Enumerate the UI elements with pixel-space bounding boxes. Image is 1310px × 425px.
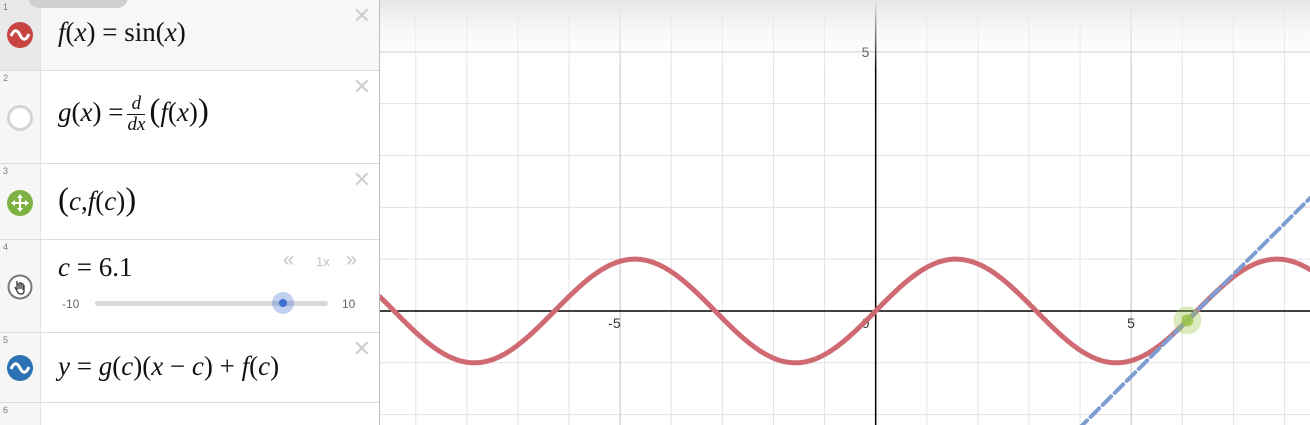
expression-gutter xyxy=(0,403,41,425)
delete-expression-icon[interactable]: ✕ xyxy=(352,337,371,362)
expression-latex[interactable]: f(x) = sin(x) xyxy=(58,17,186,47)
expression-latex[interactable]: y = g(c)(x − c) + f(c) xyxy=(58,351,280,381)
expression-row-5[interactable]: 5 y = g(c)(x − c) + f(c) ✕ xyxy=(0,333,379,403)
slider-track[interactable] xyxy=(95,301,328,306)
expression-number: 5 xyxy=(3,335,9,345)
hand-cursor-icon[interactable] xyxy=(6,273,34,301)
expression-latex[interactable]: (c,f(c)) xyxy=(58,182,137,218)
hidden-circle-icon[interactable] xyxy=(6,104,34,132)
x-tick-label: -5 xyxy=(608,315,621,331)
graph-tick-labels: -10-5055 xyxy=(608,44,1135,331)
delete-expression-icon[interactable]: ✕ xyxy=(352,168,371,193)
forward-icon[interactable]: » xyxy=(346,249,358,271)
tangent-line xyxy=(1079,196,1310,425)
expression-number: 2 xyxy=(3,73,9,83)
panel-top-tab[interactable] xyxy=(28,0,128,8)
expression-latex[interactable]: g(x) = d dx (f(x)) xyxy=(58,93,209,136)
slider-min-label[interactable]: -10 xyxy=(62,297,80,311)
move-point-icon[interactable] xyxy=(6,189,34,217)
sine-wave-icon[interactable] xyxy=(6,21,34,49)
graph-grid xyxy=(380,0,1310,425)
delete-expression-icon[interactable]: ✕ xyxy=(352,4,371,29)
expression-number: 1 xyxy=(3,2,9,12)
expression-number: 3 xyxy=(3,166,9,176)
graph-canvas[interactable]: -10-5055 xyxy=(380,0,1310,425)
expression-row-1[interactable]: 1 f(x) = sin(x) ✕ xyxy=(0,0,379,71)
expression-latex[interactable]: c = 6.1 xyxy=(58,252,133,282)
graph-axes xyxy=(380,0,1310,425)
expression-list: 1 f(x) = sin(x) ✕ 2 g(x) = d dx (f(x)) ✕ 3 … xyxy=(0,0,380,425)
expression-number: 6 xyxy=(3,405,9,415)
top-shading xyxy=(380,0,1310,70)
graph-curves xyxy=(380,196,1310,425)
expression-row-2[interactable]: 2 g(x) = d dx (f(x)) ✕ xyxy=(0,71,379,164)
sine-curve xyxy=(380,256,1310,366)
speed-label[interactable]: 1x xyxy=(316,254,330,269)
expression-row-4[interactable]: 4 c = 6.1 « 1x » xyxy=(0,240,379,333)
slider-max-label[interactable]: 10 xyxy=(342,297,356,311)
x-tick-label: 5 xyxy=(1127,315,1135,331)
delete-expression-icon[interactable]: ✕ xyxy=(352,75,371,100)
sine-wave-icon[interactable] xyxy=(6,354,34,382)
rewind-icon[interactable]: « xyxy=(283,249,295,271)
slider-thumb[interactable] xyxy=(278,299,287,307)
expression-number: 4 xyxy=(3,242,9,252)
expression-row-6[interactable]: 6 xyxy=(0,403,379,425)
expression-row-3[interactable]: 3 (c,f(c)) ✕ xyxy=(0,164,379,240)
point-c xyxy=(1181,314,1194,327)
